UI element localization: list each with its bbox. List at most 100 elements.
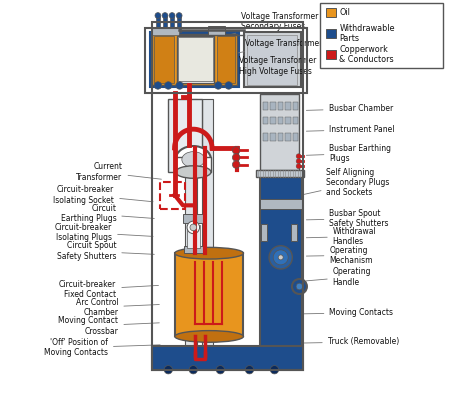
- Bar: [177, 36, 214, 83]
- Circle shape: [296, 159, 301, 164]
- Circle shape: [187, 221, 200, 234]
- Text: Busbar Chamber: Busbar Chamber: [306, 104, 393, 113]
- Bar: [176, 158, 211, 172]
- Bar: [152, 22, 303, 370]
- Bar: [152, 34, 237, 85]
- Circle shape: [162, 13, 168, 18]
- Bar: [150, 32, 239, 87]
- Text: Withdrawable
Parts: Withdrawable Parts: [339, 24, 395, 43]
- Bar: [201, 99, 213, 357]
- Text: Circuit-breaker
Fixed Contact: Circuit-breaker Fixed Contact: [59, 280, 158, 299]
- Circle shape: [246, 366, 254, 374]
- Circle shape: [232, 147, 240, 154]
- Circle shape: [232, 161, 240, 168]
- Ellipse shape: [175, 166, 211, 178]
- Text: Moving Contact
Crossbar: Moving Contact Crossbar: [58, 316, 159, 336]
- Bar: [208, 26, 225, 35]
- Circle shape: [155, 13, 161, 18]
- Text: Copperwork
& Conductors: Copperwork & Conductors: [339, 44, 394, 64]
- Text: Voltage Transformer
High Voltage Fuses: Voltage Transformer High Voltage Fuses: [196, 56, 317, 76]
- Circle shape: [269, 246, 292, 269]
- Ellipse shape: [182, 152, 205, 168]
- Circle shape: [296, 154, 301, 159]
- Bar: [163, 16, 167, 32]
- Bar: [156, 16, 160, 32]
- Bar: [293, 102, 298, 110]
- Bar: [263, 116, 268, 124]
- Text: Circuit-breaker
Isolating Plugs: Circuit-breaker Isolating Plugs: [55, 222, 153, 242]
- Bar: [270, 102, 276, 110]
- Circle shape: [215, 82, 222, 89]
- Bar: [168, 99, 201, 172]
- Bar: [293, 116, 298, 124]
- Text: Voltage Transformer
Secondary Fuses: Voltage Transformer Secondary Fuses: [194, 12, 319, 44]
- Circle shape: [176, 82, 183, 89]
- Bar: [183, 214, 204, 223]
- Circle shape: [270, 366, 279, 374]
- Bar: [256, 170, 303, 177]
- Bar: [160, 182, 185, 210]
- Bar: [278, 116, 283, 124]
- Circle shape: [278, 255, 283, 260]
- Circle shape: [169, 13, 175, 18]
- Text: Operating
Handle: Operating Handle: [306, 267, 371, 287]
- Circle shape: [225, 82, 232, 89]
- Ellipse shape: [175, 146, 211, 173]
- Bar: [270, 133, 276, 141]
- Text: Truck (Removable): Truck (Removable): [279, 337, 399, 347]
- Bar: [260, 94, 300, 170]
- Text: Moving Contacts: Moving Contacts: [277, 308, 393, 317]
- Bar: [327, 29, 336, 38]
- Text: Withdrawal
Handles: Withdrawal Handles: [306, 227, 376, 246]
- Text: Voltage Transformer: Voltage Transformer: [202, 39, 323, 60]
- Bar: [187, 225, 200, 248]
- Circle shape: [164, 366, 173, 374]
- Circle shape: [154, 82, 162, 89]
- Text: Circuit
Earthing Plugs: Circuit Earthing Plugs: [61, 204, 155, 223]
- Text: Current
Transformer: Current Transformer: [76, 162, 162, 182]
- Bar: [247, 35, 297, 85]
- Bar: [245, 32, 301, 87]
- Circle shape: [189, 366, 198, 374]
- Text: 'Off' Position of
Moving Contacts: 'Off' Position of Moving Contacts: [44, 338, 160, 357]
- Circle shape: [273, 250, 288, 265]
- Circle shape: [296, 164, 301, 169]
- Bar: [152, 346, 303, 370]
- Text: Oil: Oil: [339, 8, 350, 17]
- Bar: [293, 133, 298, 141]
- Text: Busbar Spout
Safety Shutters: Busbar Spout Safety Shutters: [306, 209, 389, 228]
- Circle shape: [164, 82, 172, 89]
- Bar: [178, 37, 213, 81]
- Circle shape: [176, 13, 182, 18]
- Circle shape: [292, 279, 307, 294]
- Text: Circuit-breaker
Isolating Socket: Circuit-breaker Isolating Socket: [54, 185, 153, 204]
- Bar: [152, 28, 179, 35]
- Bar: [320, 3, 443, 68]
- Bar: [327, 50, 336, 59]
- Circle shape: [232, 154, 240, 161]
- Bar: [278, 102, 283, 110]
- Bar: [260, 174, 301, 357]
- Bar: [285, 102, 291, 110]
- Bar: [174, 253, 243, 336]
- Text: Operating
Mechanism: Operating Mechanism: [306, 246, 373, 265]
- Text: Instrument Panel: Instrument Panel: [306, 125, 395, 134]
- Bar: [217, 36, 235, 83]
- Bar: [185, 99, 197, 357]
- Ellipse shape: [175, 331, 244, 342]
- Ellipse shape: [175, 247, 244, 259]
- Circle shape: [190, 224, 197, 231]
- Bar: [327, 8, 336, 17]
- Bar: [285, 116, 291, 124]
- Bar: [278, 133, 283, 141]
- Bar: [145, 28, 307, 93]
- Text: Self Aligning
Secondary Plugs
and Sockets: Self Aligning Secondary Plugs and Socket…: [304, 168, 390, 197]
- Circle shape: [216, 366, 225, 374]
- Bar: [170, 16, 174, 32]
- Bar: [263, 102, 268, 110]
- Bar: [285, 133, 291, 141]
- Text: Arc Control
Chamber: Arc Control Chamber: [76, 297, 159, 317]
- Bar: [261, 224, 267, 241]
- Bar: [263, 133, 268, 141]
- Bar: [260, 199, 301, 210]
